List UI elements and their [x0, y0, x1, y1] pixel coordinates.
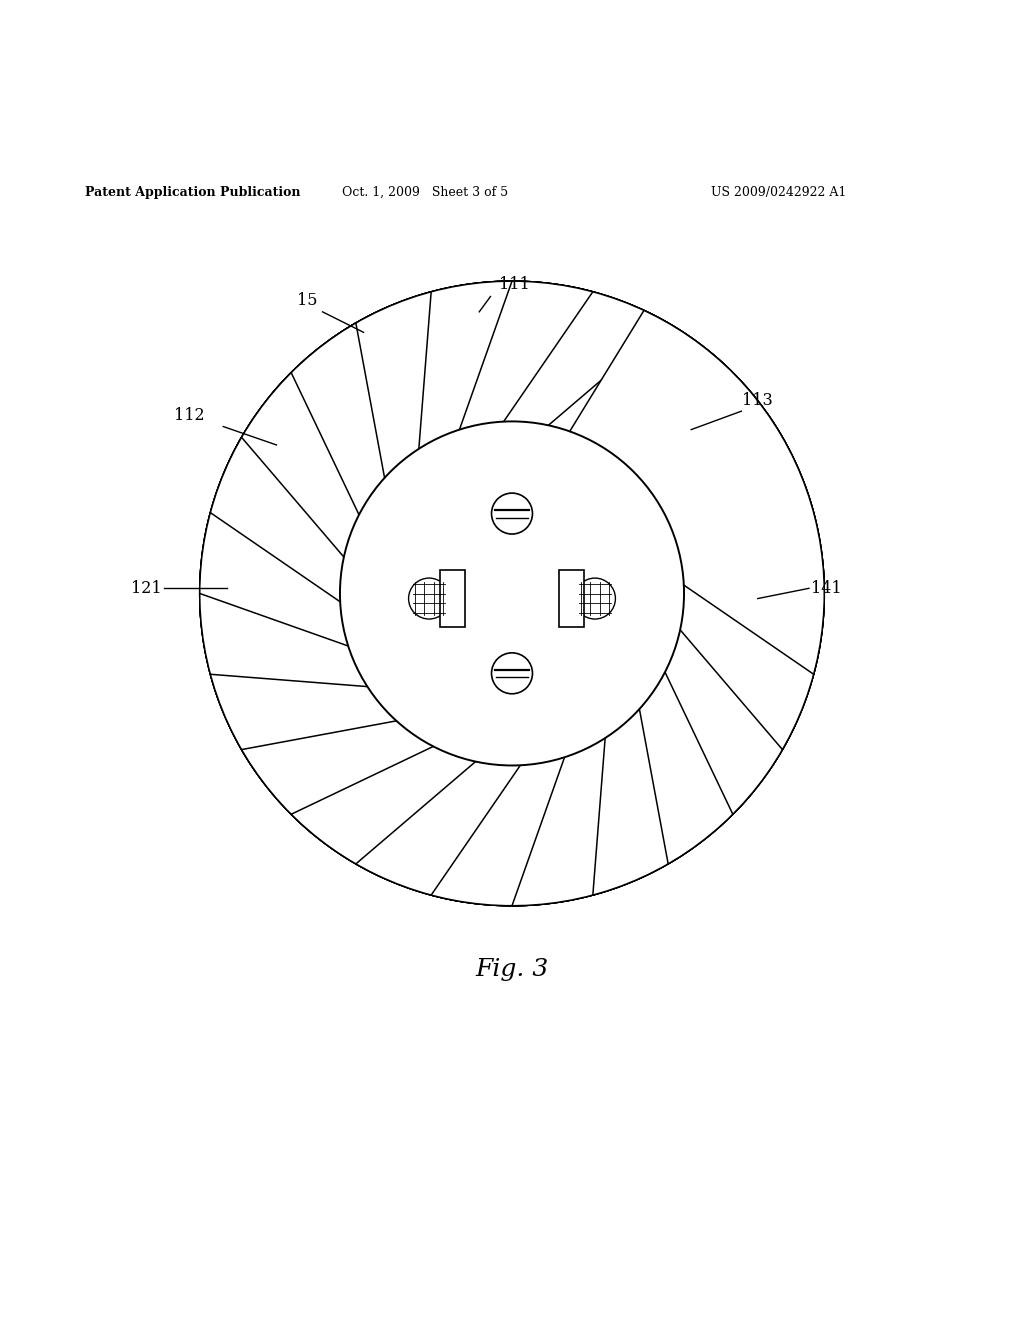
Text: US 2009/0242922 A1: US 2009/0242922 A1 [711, 186, 846, 198]
Polygon shape [636, 414, 824, 814]
Text: Fig. 3: Fig. 3 [475, 958, 549, 981]
Polygon shape [593, 562, 824, 895]
Text: 141: 141 [811, 579, 842, 597]
Polygon shape [210, 675, 544, 906]
Circle shape [492, 494, 532, 535]
Polygon shape [200, 437, 421, 833]
Polygon shape [242, 719, 618, 906]
Circle shape [409, 578, 450, 619]
Bar [559, 570, 584, 627]
Polygon shape [200, 594, 501, 902]
Text: Oct. 1, 2009   Sheet 3 of 5: Oct. 1, 2009 Sheet 3 of 5 [342, 186, 508, 198]
Circle shape [574, 578, 615, 619]
Polygon shape [200, 323, 386, 700]
Text: 111: 111 [499, 276, 529, 293]
Text: 121: 121 [131, 579, 162, 597]
Polygon shape [431, 647, 795, 906]
Text: Patent Application Publication: Patent Application Publication [85, 186, 300, 198]
Polygon shape [638, 487, 824, 863]
Polygon shape [200, 512, 459, 876]
Polygon shape [291, 717, 691, 906]
Polygon shape [205, 281, 512, 582]
Circle shape [492, 653, 532, 694]
Polygon shape [200, 292, 431, 624]
Polygon shape [272, 281, 669, 502]
Polygon shape [512, 605, 819, 906]
Polygon shape [333, 281, 733, 470]
Text: 113: 113 [742, 392, 773, 409]
Polygon shape [565, 310, 824, 675]
Polygon shape [480, 281, 814, 512]
Polygon shape [523, 286, 824, 594]
Polygon shape [355, 685, 752, 906]
Polygon shape [200, 372, 388, 772]
Text: 112: 112 [174, 408, 205, 425]
Polygon shape [229, 281, 593, 540]
Circle shape [340, 421, 684, 766]
Polygon shape [603, 354, 824, 750]
Bar [440, 570, 465, 627]
Polygon shape [406, 281, 782, 467]
Text: 15: 15 [297, 292, 317, 309]
